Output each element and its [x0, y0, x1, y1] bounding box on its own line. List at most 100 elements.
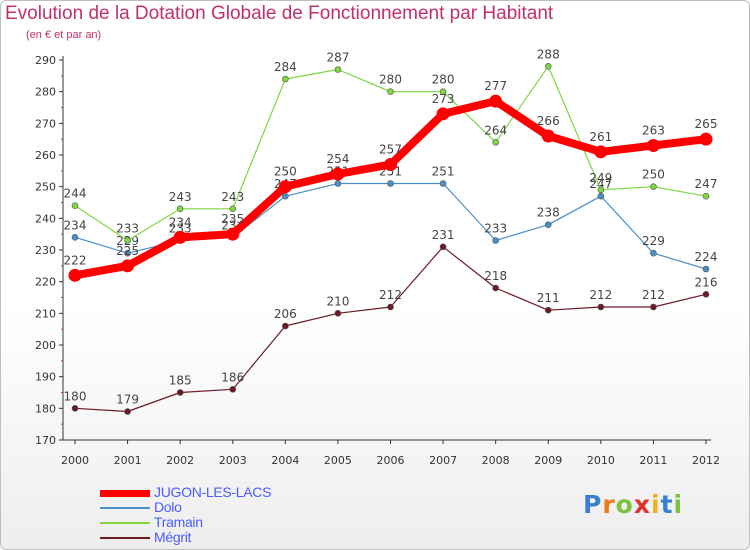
data-label: 247 — [695, 177, 718, 191]
x-tick-label: 2005 — [324, 454, 352, 467]
proxiti-logo: Proxiti — [583, 490, 683, 519]
data-point — [229, 205, 237, 213]
chart-title: Evolution de la Dotation Globale de Fonc… — [5, 3, 554, 24]
x-tick-label: 2003 — [219, 454, 247, 467]
data-label: 233 — [116, 222, 139, 236]
data-label: 218 — [484, 269, 507, 283]
logo-letter: P — [583, 490, 603, 519]
data-label: 224 — [695, 250, 718, 264]
x-tick-label: 2012 — [692, 454, 720, 467]
data-label: 212 — [379, 288, 402, 302]
data-point — [489, 94, 503, 108]
x-tick-label: 2007 — [429, 454, 457, 467]
data-point — [334, 180, 342, 187]
data-point — [544, 306, 552, 314]
data-point — [124, 237, 131, 244]
data-point — [439, 180, 447, 187]
y-tick-label: 240 — [35, 212, 56, 225]
data-label: 288 — [537, 47, 560, 61]
x-tick-label: 2002 — [166, 454, 194, 467]
data-label: 210 — [326, 294, 349, 308]
x-tick-label: 2000 — [61, 454, 89, 467]
data-point — [124, 408, 131, 415]
logo-letter: x — [633, 490, 651, 519]
data-label: 263 — [642, 124, 665, 138]
data-point — [439, 243, 447, 251]
data-label: 287 — [326, 51, 349, 65]
data-point — [121, 259, 135, 273]
data-label: 186 — [221, 370, 244, 384]
data-label: 244 — [64, 187, 87, 201]
y-tick-label: 180 — [35, 402, 56, 415]
data-point — [226, 227, 240, 241]
logo-letter: o — [615, 490, 634, 519]
data-label: 225 — [116, 244, 139, 258]
data-point — [71, 202, 79, 209]
data-point — [439, 88, 447, 95]
y-tick-label: 230 — [35, 244, 56, 257]
data-label: 234 — [169, 215, 192, 229]
data-point — [176, 205, 184, 213]
legend-label-tramain: Tramain — [154, 514, 203, 530]
data-label: 212 — [642, 288, 665, 302]
data-label: 180 — [64, 389, 87, 403]
data-label: 251 — [432, 165, 455, 179]
y-tick-label: 210 — [35, 307, 56, 320]
x-tick-label: 2011 — [639, 454, 667, 467]
data-point — [492, 237, 499, 244]
data-label: 211 — [537, 291, 560, 305]
data-label: 231 — [432, 228, 455, 242]
y-tick-label: 250 — [35, 181, 56, 194]
data-label: 229 — [642, 234, 665, 248]
data-point — [702, 291, 710, 298]
data-point — [229, 386, 237, 393]
data-point — [173, 230, 187, 244]
data-label: 247 — [589, 177, 612, 191]
data-point — [384, 158, 397, 171]
logo-letter: r — [602, 490, 616, 519]
data-point — [71, 234, 79, 241]
data-point — [387, 180, 394, 187]
y-tick-label: 220 — [35, 276, 56, 289]
data-point — [71, 405, 79, 412]
data-label: 238 — [537, 206, 560, 220]
logo-letter: i — [651, 490, 661, 519]
data-label: 284 — [274, 60, 297, 74]
axes: 170 180 190 200 210 220 230 240 250 260 270 280 290 2… — [35, 54, 720, 467]
data-point — [68, 268, 82, 282]
legend-label-megrit: Mégrit — [154, 529, 192, 545]
legend-swatch-dolo — [100, 507, 150, 509]
data-label: 233 — [484, 222, 507, 236]
data-point — [282, 192, 289, 200]
data-label: 216 — [695, 275, 718, 289]
series-layer: 180 179 185 186 206 210 212 231 218 211 212 212 216 2… — [64, 47, 718, 415]
data-point — [650, 183, 657, 190]
data-point — [650, 303, 657, 311]
data-label: 185 — [169, 374, 192, 388]
x-tick-label: 2010 — [587, 454, 615, 467]
legend-swatch-tramain — [100, 522, 150, 524]
data-point — [594, 145, 608, 159]
data-label: 212 — [589, 288, 612, 302]
y-tick-label: 280 — [35, 86, 56, 99]
data-label: 233 — [169, 222, 192, 236]
data-label: 249 — [589, 171, 612, 185]
data-point — [544, 221, 552, 228]
y-tick-label: 290 — [35, 54, 56, 67]
data-point — [387, 88, 394, 95]
y-tick-label: 260 — [35, 149, 56, 162]
data-point — [646, 139, 660, 152]
data-label: 277 — [484, 79, 507, 93]
data-point — [650, 249, 657, 257]
data-label: 234 — [64, 218, 87, 232]
data-label: 206 — [274, 307, 297, 321]
data-label: 266 — [537, 114, 560, 128]
data-label: 273 — [432, 92, 455, 106]
data-point — [334, 66, 342, 73]
data-point — [334, 310, 342, 317]
x-tick-label: 2008 — [482, 454, 510, 467]
data-label: 243 — [221, 190, 244, 204]
x-tick-label: 2006 — [377, 454, 405, 467]
data-label: 254 — [326, 152, 349, 166]
